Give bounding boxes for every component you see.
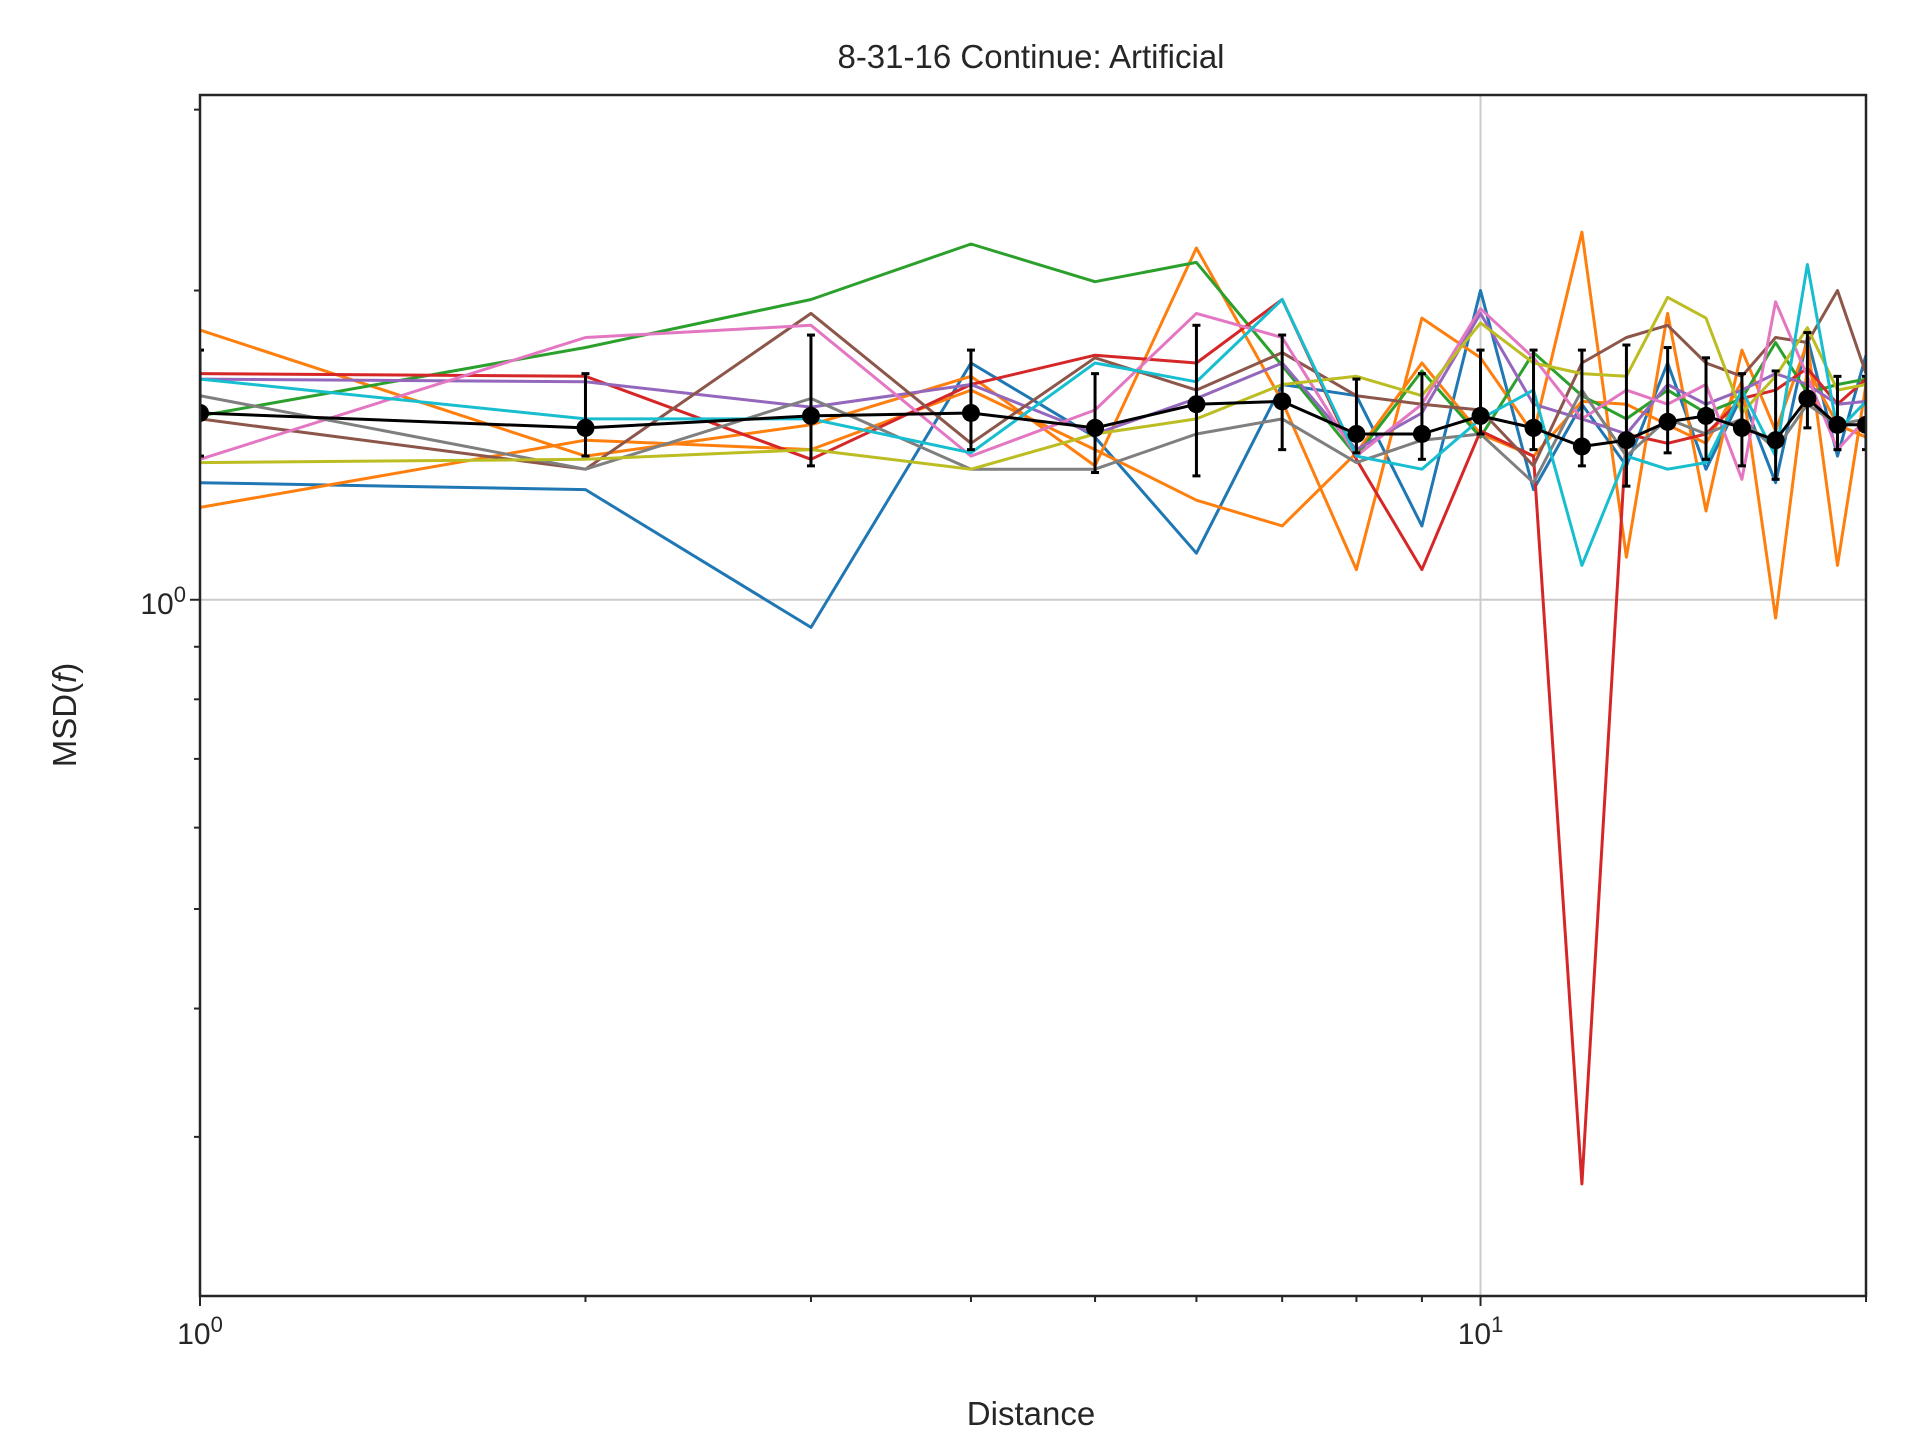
x-tick-label: 100 <box>177 1312 223 1351</box>
mean-point <box>1471 406 1490 425</box>
mean-point <box>1273 392 1292 411</box>
mean-point <box>200 403 209 422</box>
x-tick-label-exponent: 0 <box>211 1312 223 1337</box>
mean-point <box>1798 389 1817 408</box>
x-tick-label-base: 10 <box>1458 1318 1491 1351</box>
x-tick-label: 101 <box>1458 1312 1504 1351</box>
mean-point <box>1732 418 1751 437</box>
series-line-10 <box>200 295 1866 471</box>
x-tick-label-exponent: 1 <box>1491 1312 1503 1337</box>
axes-frame <box>198 93 1868 1298</box>
y-tick-label: 100 <box>140 582 186 621</box>
y-tick-label-exponent: 0 <box>174 582 186 607</box>
mean-point <box>1572 437 1591 456</box>
mean-point <box>961 403 980 422</box>
x-tick-label-base: 10 <box>177 1318 210 1351</box>
mean-point <box>1658 412 1677 431</box>
series-line-6 <box>200 311 1866 452</box>
mean-point <box>1766 431 1785 450</box>
mean-point <box>1412 424 1431 443</box>
series-line-4 <box>200 242 1866 458</box>
y-axis-label: MSD(f) <box>46 663 83 768</box>
mean-point <box>1828 415 1847 434</box>
x-axis-label: Distance <box>967 1395 1095 1432</box>
series-group <box>200 230 1866 1186</box>
series-line-1 <box>200 289 1866 629</box>
series-line-7 <box>200 289 1866 471</box>
chart-title: 8-31-16 Continue: Artificial <box>837 38 1224 75</box>
series-line-5 <box>200 298 1866 1186</box>
y-tick-label-base: 10 <box>140 588 173 621</box>
mean-point <box>801 406 820 425</box>
mean-point <box>1347 424 1366 443</box>
mean-point <box>1524 418 1543 437</box>
mean-point <box>1187 395 1206 414</box>
mean-point <box>1857 415 1866 434</box>
mean-point <box>1617 431 1636 450</box>
mean-point <box>1086 418 1105 437</box>
mean-point <box>576 418 595 437</box>
series-line-8 <box>200 300 1866 481</box>
mean-point <box>1697 406 1716 425</box>
